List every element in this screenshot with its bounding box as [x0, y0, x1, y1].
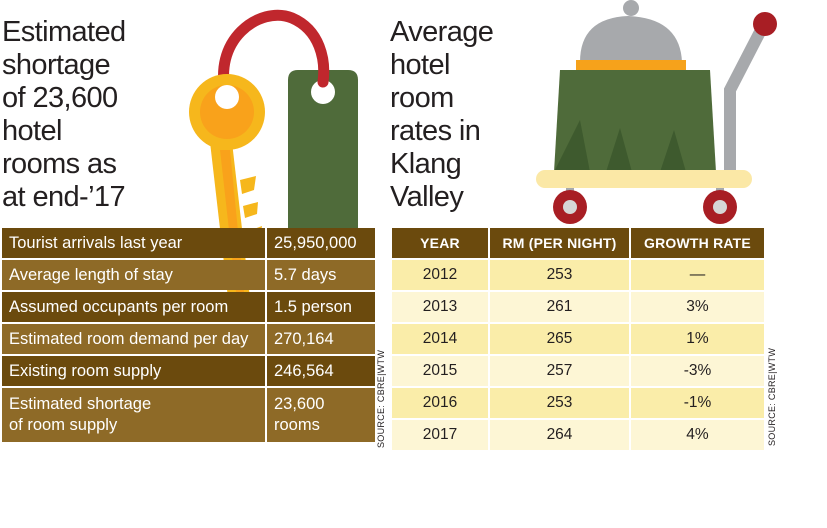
right-panel-title: Average hotel room rates in Klang Valley — [390, 16, 494, 213]
cell-year: 2014 — [392, 324, 488, 354]
cell-year: 2015 — [392, 356, 488, 386]
cell-year: 2012 — [392, 260, 488, 290]
cell-growth: — — [631, 260, 764, 290]
header-year: YEAR — [392, 228, 488, 258]
row-label: Estimated room demand per day — [2, 324, 265, 354]
source-note: SOURCE: CBRE|WTW — [376, 349, 386, 448]
shortage-table: Tourist arrivals last year 25,950,000 Av… — [2, 228, 375, 444]
cell-growth: -3% — [631, 356, 764, 386]
table-row: Estimated shortage of room supply 23,600… — [2, 388, 375, 442]
cell-growth: 1% — [631, 324, 764, 354]
row-label: Average length of stay — [2, 260, 265, 290]
table-row: Estimated room demand per day 270,164 — [2, 324, 375, 354]
row-value: 270,164 — [267, 324, 375, 354]
header-rate: RM (PER NIGHT) — [490, 228, 629, 258]
table-row: 2014 265 1% — [392, 324, 764, 354]
row-value: 1.5 person — [267, 292, 375, 322]
table-row: Tourist arrivals last year 25,950,000 — [2, 228, 375, 258]
cell-year: 2016 — [392, 388, 488, 418]
cell-rate: 253 — [490, 388, 629, 418]
room-service-cart-icon — [536, 0, 777, 224]
row-label: Estimated shortage of room supply — [2, 388, 265, 442]
table-row: 2012 253 — — [392, 260, 764, 290]
table-row: Average length of stay 5.7 days — [2, 260, 375, 290]
table-row: 2016 253 -1% — [392, 388, 764, 418]
table-row: Existing room supply 246,564 — [2, 356, 375, 386]
row-label: Tourist arrivals last year — [2, 228, 265, 258]
left-panel-title: Estimated shortage of 23,600 hotel rooms… — [2, 16, 126, 213]
table-row: Assumed occupants per room 1.5 person — [2, 292, 375, 322]
source-note: SOURCE: CBRE|WTW — [767, 347, 777, 446]
row-label: Assumed occupants per room — [2, 292, 265, 322]
cell-rate: 265 — [490, 324, 629, 354]
table-row: 2013 261 3% — [392, 292, 764, 322]
row-value: 246,564 — [267, 356, 375, 386]
row-value: 5.7 days — [267, 260, 375, 290]
cell-growth: -1% — [631, 388, 764, 418]
cell-growth: 3% — [631, 292, 764, 322]
cell-year: 2013 — [392, 292, 488, 322]
room-rates-table: YEAR RM (PER NIGHT) GROWTH RATE 2012 253… — [392, 228, 764, 452]
row-value: 23,600 rooms — [267, 388, 375, 442]
cell-growth: 4% — [631, 420, 764, 450]
cell-rate: 257 — [490, 356, 629, 386]
cell-rate: 261 — [490, 292, 629, 322]
table-row: 2015 257 -3% — [392, 356, 764, 386]
cell-rate: 264 — [490, 420, 629, 450]
table-header: YEAR RM (PER NIGHT) GROWTH RATE — [392, 228, 764, 258]
cell-year: 2017 — [392, 420, 488, 450]
table-row: 2017 264 4% — [392, 420, 764, 450]
row-label: Existing room supply — [2, 356, 265, 386]
row-value: 25,950,000 — [267, 228, 375, 258]
cell-rate: 253 — [490, 260, 629, 290]
header-growth: GROWTH RATE — [631, 228, 764, 258]
